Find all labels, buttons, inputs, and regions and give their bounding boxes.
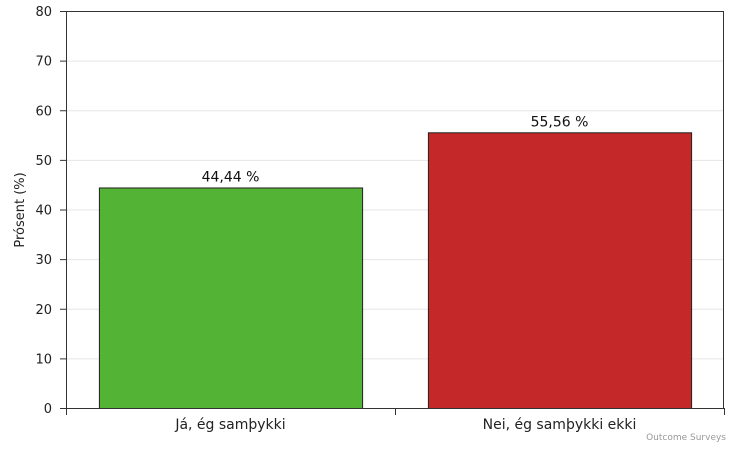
bar[interactable] [98, 187, 364, 409]
y-tick-label: 0 [44, 402, 52, 417]
y-tick-label: 70 [35, 55, 52, 70]
bars [98, 132, 693, 409]
bar[interactable] [427, 132, 693, 409]
x-tick-label: Já, ég samþykki [174, 417, 285, 433]
chart-credit[interactable]: Outcome Surveys [646, 433, 726, 443]
axes [60, 11, 725, 415]
y-tick-label: 20 [35, 303, 52, 318]
y-tick-label: 40 [35, 204, 52, 219]
y-tick-label: 50 [35, 154, 52, 169]
y-tick-label: 10 [35, 352, 52, 367]
data-label: 44,44 % [202, 169, 260, 185]
y-tick-label: 80 [35, 5, 52, 20]
data-label: 55,56 % [531, 114, 589, 130]
x-tick-label: Nei, ég samþykki ekki [483, 417, 637, 433]
y-tick-label: 60 [35, 104, 52, 119]
y-axis-title: Prósent (%) [13, 172, 28, 247]
x-tick-labels: Já, ég samþykki Nei, ég samþykki ekki [174, 417, 636, 433]
y-tick-labels: 0 10 20 30 40 50 60 70 80 [35, 5, 52, 417]
y-tick-label: 30 [35, 253, 52, 268]
data-labels: 44,44 % 55,56 % [202, 114, 589, 185]
